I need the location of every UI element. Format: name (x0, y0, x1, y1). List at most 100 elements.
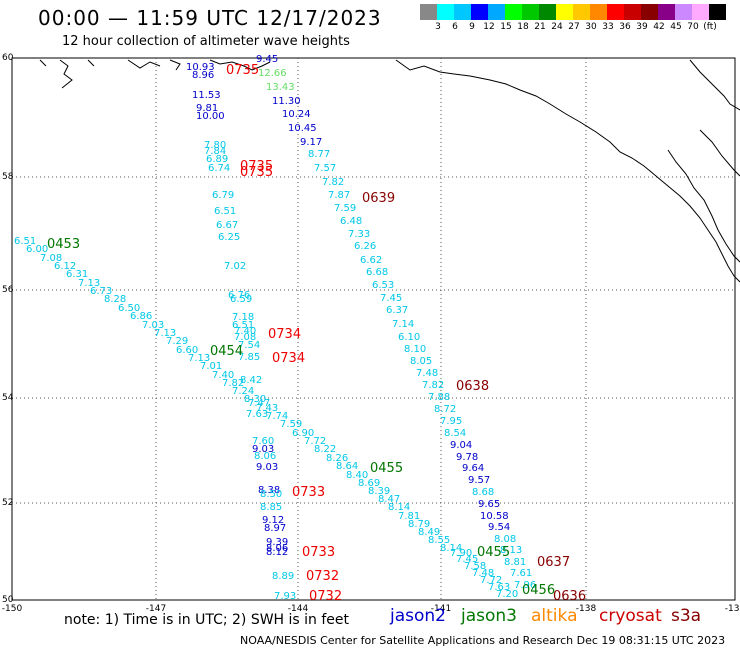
wave-height-value: 7.40 (234, 326, 256, 337)
wave-height-value: 7.13 (78, 278, 100, 289)
scale-label: 15 (500, 22, 512, 32)
wave-height-value: 6.53 (372, 280, 394, 291)
wave-height-value: 7.43 (256, 403, 278, 414)
wave-height-value: 7.74 (266, 411, 288, 422)
scale-label: 30 (585, 22, 597, 32)
wave-height-value: 8.81 (504, 557, 526, 568)
wave-height-value: 9.65 (478, 499, 500, 510)
wave-height-value: 8.30 (244, 394, 266, 405)
lat-tick-label: 50 (2, 595, 14, 605)
wave-height-value: 8.14 (388, 502, 410, 513)
lon-tick-label: -147 (146, 604, 166, 614)
pass-time-label: 0733 (292, 485, 325, 500)
wave-height-value: 6.50 (118, 303, 140, 314)
wave-height-value: 7.96 (514, 580, 536, 591)
lat-tick-label: 56 (2, 285, 14, 295)
wave-height-value: 8.55 (428, 535, 450, 546)
wave-height-value: 7.29 (166, 336, 188, 347)
wave-height-value: 9.03 (256, 462, 278, 473)
pass-time-label: 0734 (272, 351, 305, 366)
wave-height-value: 8.85 (260, 502, 282, 513)
lat-tick-label: 58 (2, 172, 14, 182)
wave-height-value: 6.79 (212, 190, 234, 201)
pass-time-label: 0455 (370, 461, 403, 476)
scale-label: 3 (435, 22, 441, 32)
wave-height-value: 9.12 (262, 515, 284, 526)
wave-height-value: 7.61 (510, 568, 532, 579)
wave-height-value: 7.84 (204, 146, 226, 157)
wave-height-value: 8.39 (368, 486, 390, 497)
wave-height-value: 6.31 (66, 269, 88, 280)
scale-label: 70 (687, 22, 699, 32)
scale-label: 42 (653, 22, 665, 32)
wave-height-value: 9.64 (462, 463, 484, 474)
pass-time-label: 0638 (456, 379, 489, 394)
wave-height-value: 8.22 (314, 444, 336, 455)
wave-height-value: 7.54 (238, 340, 260, 351)
wave-height-value: 6.12 (54, 261, 76, 272)
wave-height-value: 6.62 (360, 255, 382, 266)
footnote: note: 1) Time is in UTC; 2) SWH is in fe… (64, 612, 350, 628)
wave-height-value: 6.00 (26, 244, 48, 255)
wave-height-value: 8.06 (254, 451, 276, 462)
wave-height-value: 8.68 (472, 487, 494, 498)
wave-height-value: 6.90 (292, 428, 314, 439)
pass-time-label: 0639 (362, 191, 395, 206)
scale-swatch (454, 4, 471, 20)
wave-height-value: 9.03 (252, 444, 274, 455)
wave-height-value: 7.45 (380, 293, 402, 304)
wave-height-value: 8.49 (418, 527, 440, 538)
satellite-legend-jason2: jason2 (390, 606, 446, 626)
lon-tick-label: -150 (2, 604, 23, 614)
wave-height-value: 6.73 (90, 286, 112, 297)
wave-height-value: 7.63 (488, 582, 510, 593)
wave-height-value: 7.90 (450, 548, 472, 559)
pass-time-label: 0734 (268, 327, 301, 342)
wave-height-value: 6.86 (130, 311, 152, 322)
wave-height-value: 11.53 (192, 90, 221, 101)
scale-swatch (692, 4, 709, 20)
wave-height-value: 10.58 (480, 511, 509, 522)
wave-height-value: 7.03 (142, 320, 164, 331)
wave-height-value: 7.81 (398, 511, 420, 522)
wave-height-value: 6.48 (340, 216, 362, 227)
wave-height-value: 7.95 (440, 416, 462, 427)
scale-label: 39 (636, 22, 648, 32)
wave-height-value: 7.60 (252, 436, 274, 447)
wave-height-value: 7.93 (274, 591, 296, 602)
wave-height-value: 7.45 (456, 554, 478, 565)
scale-swatch (624, 4, 641, 20)
chart-subtitle: 12 hour collection of altimeter wave hei… (62, 34, 350, 49)
satellite-legend-cryosat: cryosat (599, 606, 662, 626)
pass-time-label: 0456 (522, 583, 555, 598)
wave-height-value: 7.82 (422, 380, 444, 391)
wave-height-value: 7.72 (480, 575, 502, 586)
lon-tick-label: -135 (725, 604, 740, 614)
wave-height-value: 7.58 (464, 561, 486, 572)
scale-swatch (471, 4, 488, 20)
wave-height-value: 6.10 (398, 332, 420, 343)
scale-label: 21 (534, 22, 546, 32)
scale-swatch (709, 4, 726, 20)
wave-height-value: 7.08 (40, 253, 62, 264)
wave-height-value: 8.50 (260, 489, 282, 500)
wave-height-value: 7.59 (334, 203, 356, 214)
wave-height-value: 8.08 (494, 534, 516, 545)
wave-height-value: 7.47 (248, 398, 270, 409)
scale-swatch (607, 4, 624, 20)
pass-time-label: 0733 (302, 545, 335, 560)
lat-tick-label: 54 (2, 393, 14, 403)
wave-height-value: 7.63 (246, 409, 268, 420)
scale-label: 9 (469, 22, 475, 32)
wave-height-value: 7.82 (322, 177, 344, 188)
wave-height-value: 7.08 (234, 332, 256, 343)
wave-height-value: 6.25 (218, 232, 240, 243)
wave-height-value: 7.48 (472, 568, 494, 579)
wave-height-value: 7.72 (304, 436, 326, 447)
wave-height-value: 7.18 (232, 312, 254, 323)
wave-height-value: 8.97 (264, 523, 286, 534)
scale-swatch (573, 4, 590, 20)
wave-height-value: 7.33 (348, 229, 370, 240)
wave-height-value: 8.42 (240, 375, 262, 386)
